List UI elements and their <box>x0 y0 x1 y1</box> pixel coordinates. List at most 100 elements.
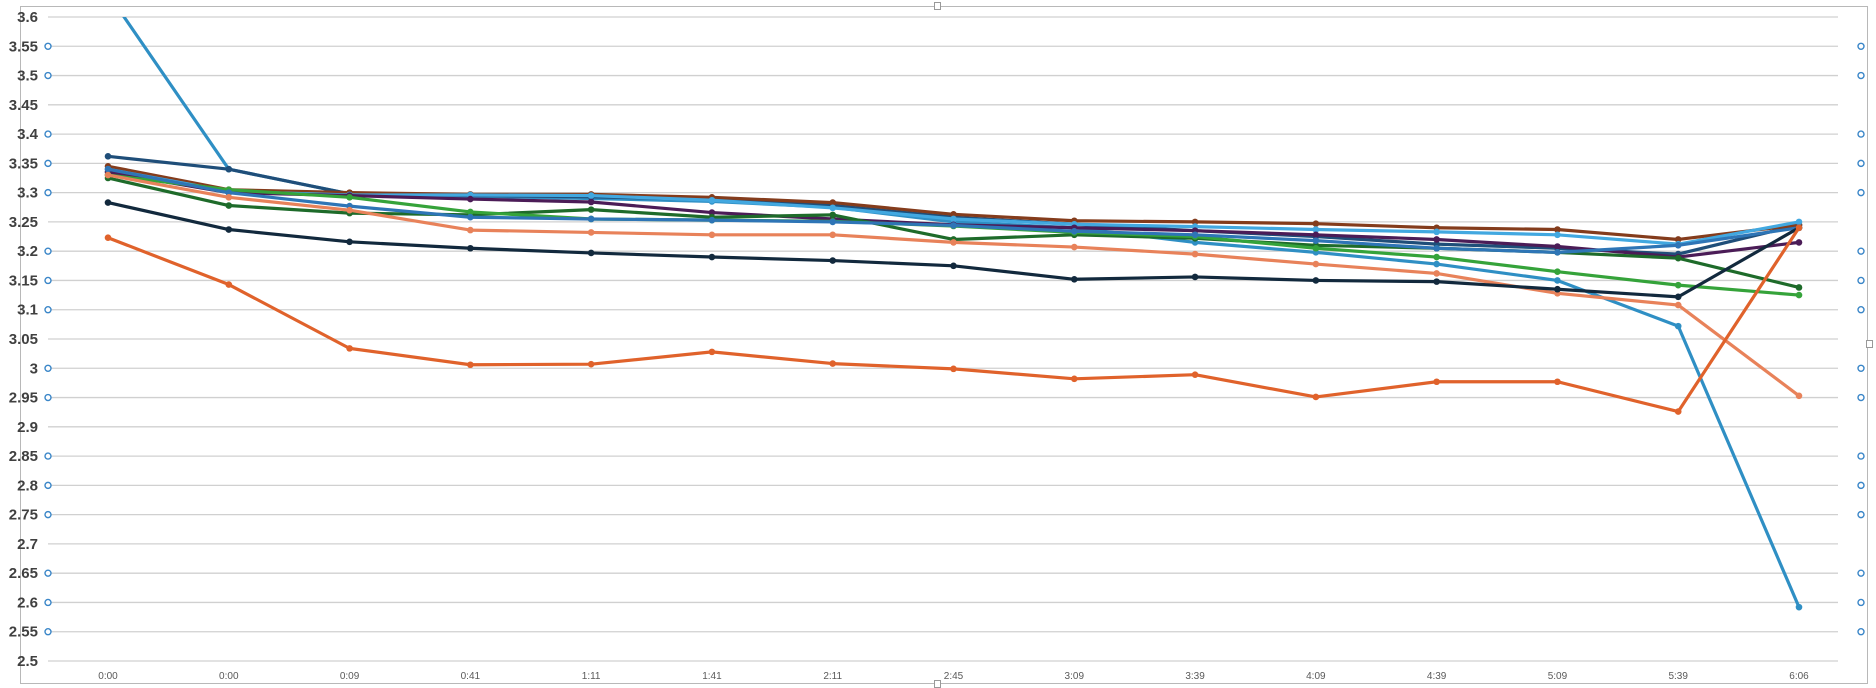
selection-handle-icon[interactable] <box>44 42 52 50</box>
data-point-marker[interactable] <box>1554 378 1561 386</box>
selection-handle-icon[interactable] <box>44 628 52 636</box>
selection-handle-icon[interactable] <box>1857 598 1865 607</box>
selection-handle-icon[interactable] <box>1857 42 1865 50</box>
series-line[interactable] <box>104 199 1803 301</box>
data-point-marker[interactable] <box>1674 301 1682 309</box>
data-point-marker[interactable] <box>950 365 957 373</box>
selection-handle-icon[interactable] <box>44 130 52 138</box>
selection-handle-icon[interactable] <box>44 598 52 607</box>
data-point-marker[interactable] <box>1070 227 1078 235</box>
data-point-marker[interactable] <box>708 253 716 261</box>
series-line[interactable] <box>105 0 1803 611</box>
data-point-marker[interactable] <box>1433 378 1440 386</box>
selection-handle-icon[interactable] <box>1857 364 1865 372</box>
data-point-marker[interactable] <box>225 202 233 209</box>
data-point-marker[interactable] <box>1795 218 1803 226</box>
selection-handle-icon[interactable] <box>44 276 52 285</box>
data-point-marker[interactable] <box>829 211 837 219</box>
data-point-marker[interactable] <box>1674 293 1682 301</box>
data-point-marker[interactable] <box>1674 408 1682 415</box>
data-point-marker[interactable] <box>467 195 474 203</box>
data-point-marker[interactable] <box>829 231 837 239</box>
selection-handle-icon[interactable] <box>1857 130 1865 138</box>
data-point-marker[interactable] <box>1312 260 1320 268</box>
data-point-marker[interactable] <box>1674 281 1682 289</box>
data-point-marker[interactable] <box>104 199 112 206</box>
data-point-marker[interactable] <box>1674 254 1682 262</box>
data-point-marker[interactable] <box>1554 268 1561 275</box>
data-point-marker[interactable] <box>1070 275 1078 283</box>
data-point-marker[interactable] <box>1433 253 1440 261</box>
data-point-marker[interactable] <box>1795 239 1803 246</box>
selection-handle-icon[interactable] <box>44 188 52 197</box>
data-point-marker[interactable] <box>950 262 957 270</box>
data-point-marker[interactable] <box>1191 250 1199 258</box>
data-point-marker[interactable] <box>225 281 233 288</box>
data-point-marker[interactable] <box>104 234 112 242</box>
plot-area[interactable] <box>104 0 1803 611</box>
data-point-marker[interactable] <box>1312 277 1320 284</box>
data-point-marker[interactable] <box>829 204 837 212</box>
data-point-marker[interactable] <box>1795 392 1803 400</box>
selection-handle-icon[interactable] <box>1857 306 1865 314</box>
data-point-marker[interactable] <box>346 345 353 352</box>
data-point-marker[interactable] <box>225 165 233 173</box>
data-point-marker[interactable] <box>708 216 716 224</box>
data-point-marker[interactable] <box>467 361 474 369</box>
data-point-marker[interactable] <box>1554 226 1561 233</box>
data-point-marker[interactable] <box>1312 244 1320 252</box>
data-point-marker[interactable] <box>1674 322 1682 330</box>
selection-handle-icon[interactable] <box>1857 569 1865 577</box>
data-point-marker[interactable] <box>587 249 595 257</box>
data-point-marker[interactable] <box>1070 243 1078 251</box>
data-point-marker[interactable] <box>1433 260 1440 268</box>
data-point-marker[interactable] <box>1312 220 1320 227</box>
data-point-marker[interactable] <box>1191 371 1199 379</box>
data-point-marker[interactable] <box>1795 291 1803 299</box>
selection-handle-icon[interactable] <box>44 159 52 168</box>
selection-handle-icon[interactable] <box>44 364 52 372</box>
data-point-marker[interactable] <box>104 165 112 173</box>
data-point-marker[interactable] <box>587 229 595 236</box>
data-point-marker[interactable] <box>1433 236 1440 243</box>
data-point-marker[interactable] <box>346 194 353 201</box>
selection-handle-icon[interactable] <box>1857 452 1865 460</box>
selection-handle-icon[interactable] <box>1857 393 1865 402</box>
data-point-marker[interactable] <box>1674 242 1682 249</box>
data-point-marker[interactable] <box>829 257 837 264</box>
data-point-marker[interactable] <box>829 199 837 206</box>
data-point-marker[interactable] <box>1554 249 1561 256</box>
selection-handle-icon[interactable] <box>44 510 52 519</box>
data-point-marker[interactable] <box>587 206 595 213</box>
data-point-marker[interactable] <box>950 239 957 246</box>
chart-area[interactable] <box>20 6 1868 684</box>
data-point-marker[interactable] <box>587 198 595 206</box>
series-line[interactable] <box>104 165 1803 256</box>
selection-handle-icon[interactable] <box>44 569 52 577</box>
data-point-marker[interactable] <box>708 209 716 216</box>
data-point-marker[interactable] <box>1795 603 1803 611</box>
data-point-marker[interactable] <box>1312 237 1320 244</box>
data-point-marker[interactable] <box>1191 231 1199 239</box>
data-point-marker[interactable] <box>1433 278 1440 285</box>
data-point-marker[interactable] <box>587 360 595 368</box>
data-point-marker[interactable] <box>346 206 353 214</box>
series-line[interactable] <box>104 224 1803 415</box>
data-point-marker[interactable] <box>467 213 474 221</box>
data-point-marker[interactable] <box>346 238 353 246</box>
data-point-marker[interactable] <box>708 231 716 239</box>
data-point-marker[interactable] <box>467 226 474 234</box>
data-point-marker[interactable] <box>1674 236 1682 243</box>
data-point-marker[interactable] <box>950 222 957 229</box>
series-selection-handles[interactable] <box>44 42 1865 636</box>
selection-handle-icon[interactable] <box>1857 159 1865 168</box>
data-point-marker[interactable] <box>1433 228 1440 236</box>
data-point-marker[interactable] <box>708 348 716 356</box>
data-point-marker[interactable] <box>1554 231 1561 239</box>
chart-resize-handle-top[interactable] <box>934 2 941 10</box>
selection-handle-icon[interactable] <box>44 247 52 255</box>
data-point-marker[interactable] <box>1433 244 1440 252</box>
data-point-marker[interactable] <box>104 171 112 179</box>
data-point-marker[interactable] <box>1554 243 1561 250</box>
selection-handle-icon[interactable] <box>1857 247 1865 255</box>
